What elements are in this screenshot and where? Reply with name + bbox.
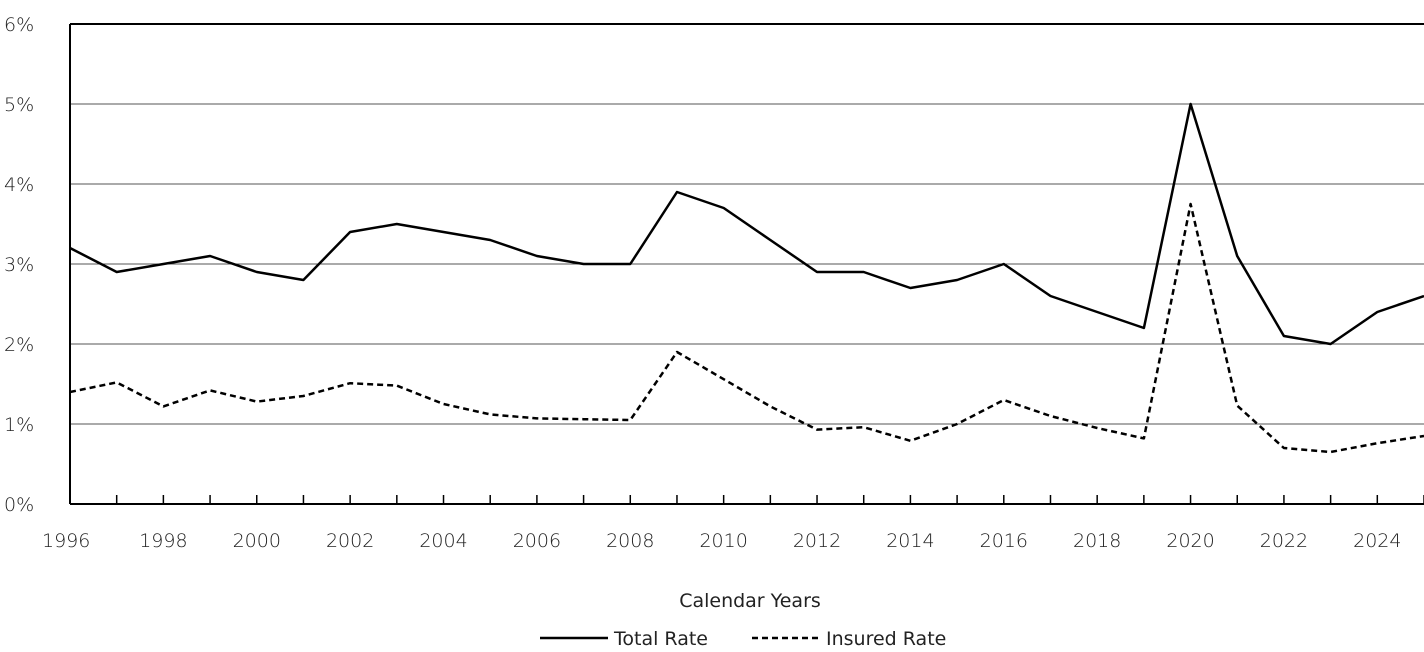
x-tick-labels: 1996 1998 2000 2002 2004 2006 2008 2010 2012 2014…	[42, 530, 1401, 552]
series-line-total-rate	[69, 102, 1424, 346]
x-ticks	[115, 495, 1424, 504]
series-line-insured-rate	[69, 202, 1424, 454]
y-tick-label: 0%	[4, 494, 34, 516]
y-tick-label: 1%	[4, 414, 34, 436]
x-axis-title: Calendar Years	[679, 590, 821, 612]
x-tick-label: 2006	[513, 530, 561, 552]
x-tick-label: 2004	[419, 530, 467, 552]
x-tick-label: 2014	[886, 530, 934, 552]
x-tick-label: 2008	[606, 530, 654, 552]
x-tick-label: 2022	[1260, 530, 1308, 552]
x-tick-label: 2024	[1353, 530, 1401, 552]
legend-label: Insured Rate	[826, 628, 946, 650]
y-tick-label: 2%	[4, 334, 34, 356]
series-lines	[69, 102, 1424, 454]
x-tick-label: 1996	[42, 530, 90, 552]
x-tick-label: 2016	[980, 530, 1028, 552]
y-tick-label: 3%	[4, 254, 34, 276]
x-tick-label: 2000	[233, 530, 281, 552]
x-tick-label: 2012	[793, 530, 841, 552]
y-tick-label: 6%	[4, 14, 34, 36]
axes	[69, 23, 1424, 505]
legend: Total Rate Insured Rate	[540, 628, 946, 650]
x-tick-label: 2010	[699, 530, 747, 552]
x-tick-label: 2020	[1166, 530, 1214, 552]
y-tick-label: 4%	[4, 174, 34, 196]
legend-label: Total Rate	[613, 628, 708, 650]
x-tick-label: 2002	[326, 530, 374, 552]
gridlines	[70, 103, 1424, 425]
y-tick-labels: 0% 1% 2% 3% 4% 5% 6%	[4, 14, 34, 516]
y-tick-label: 5%	[4, 94, 34, 116]
x-tick-label: 2018	[1073, 530, 1121, 552]
x-tick-label: 1998	[139, 530, 187, 552]
